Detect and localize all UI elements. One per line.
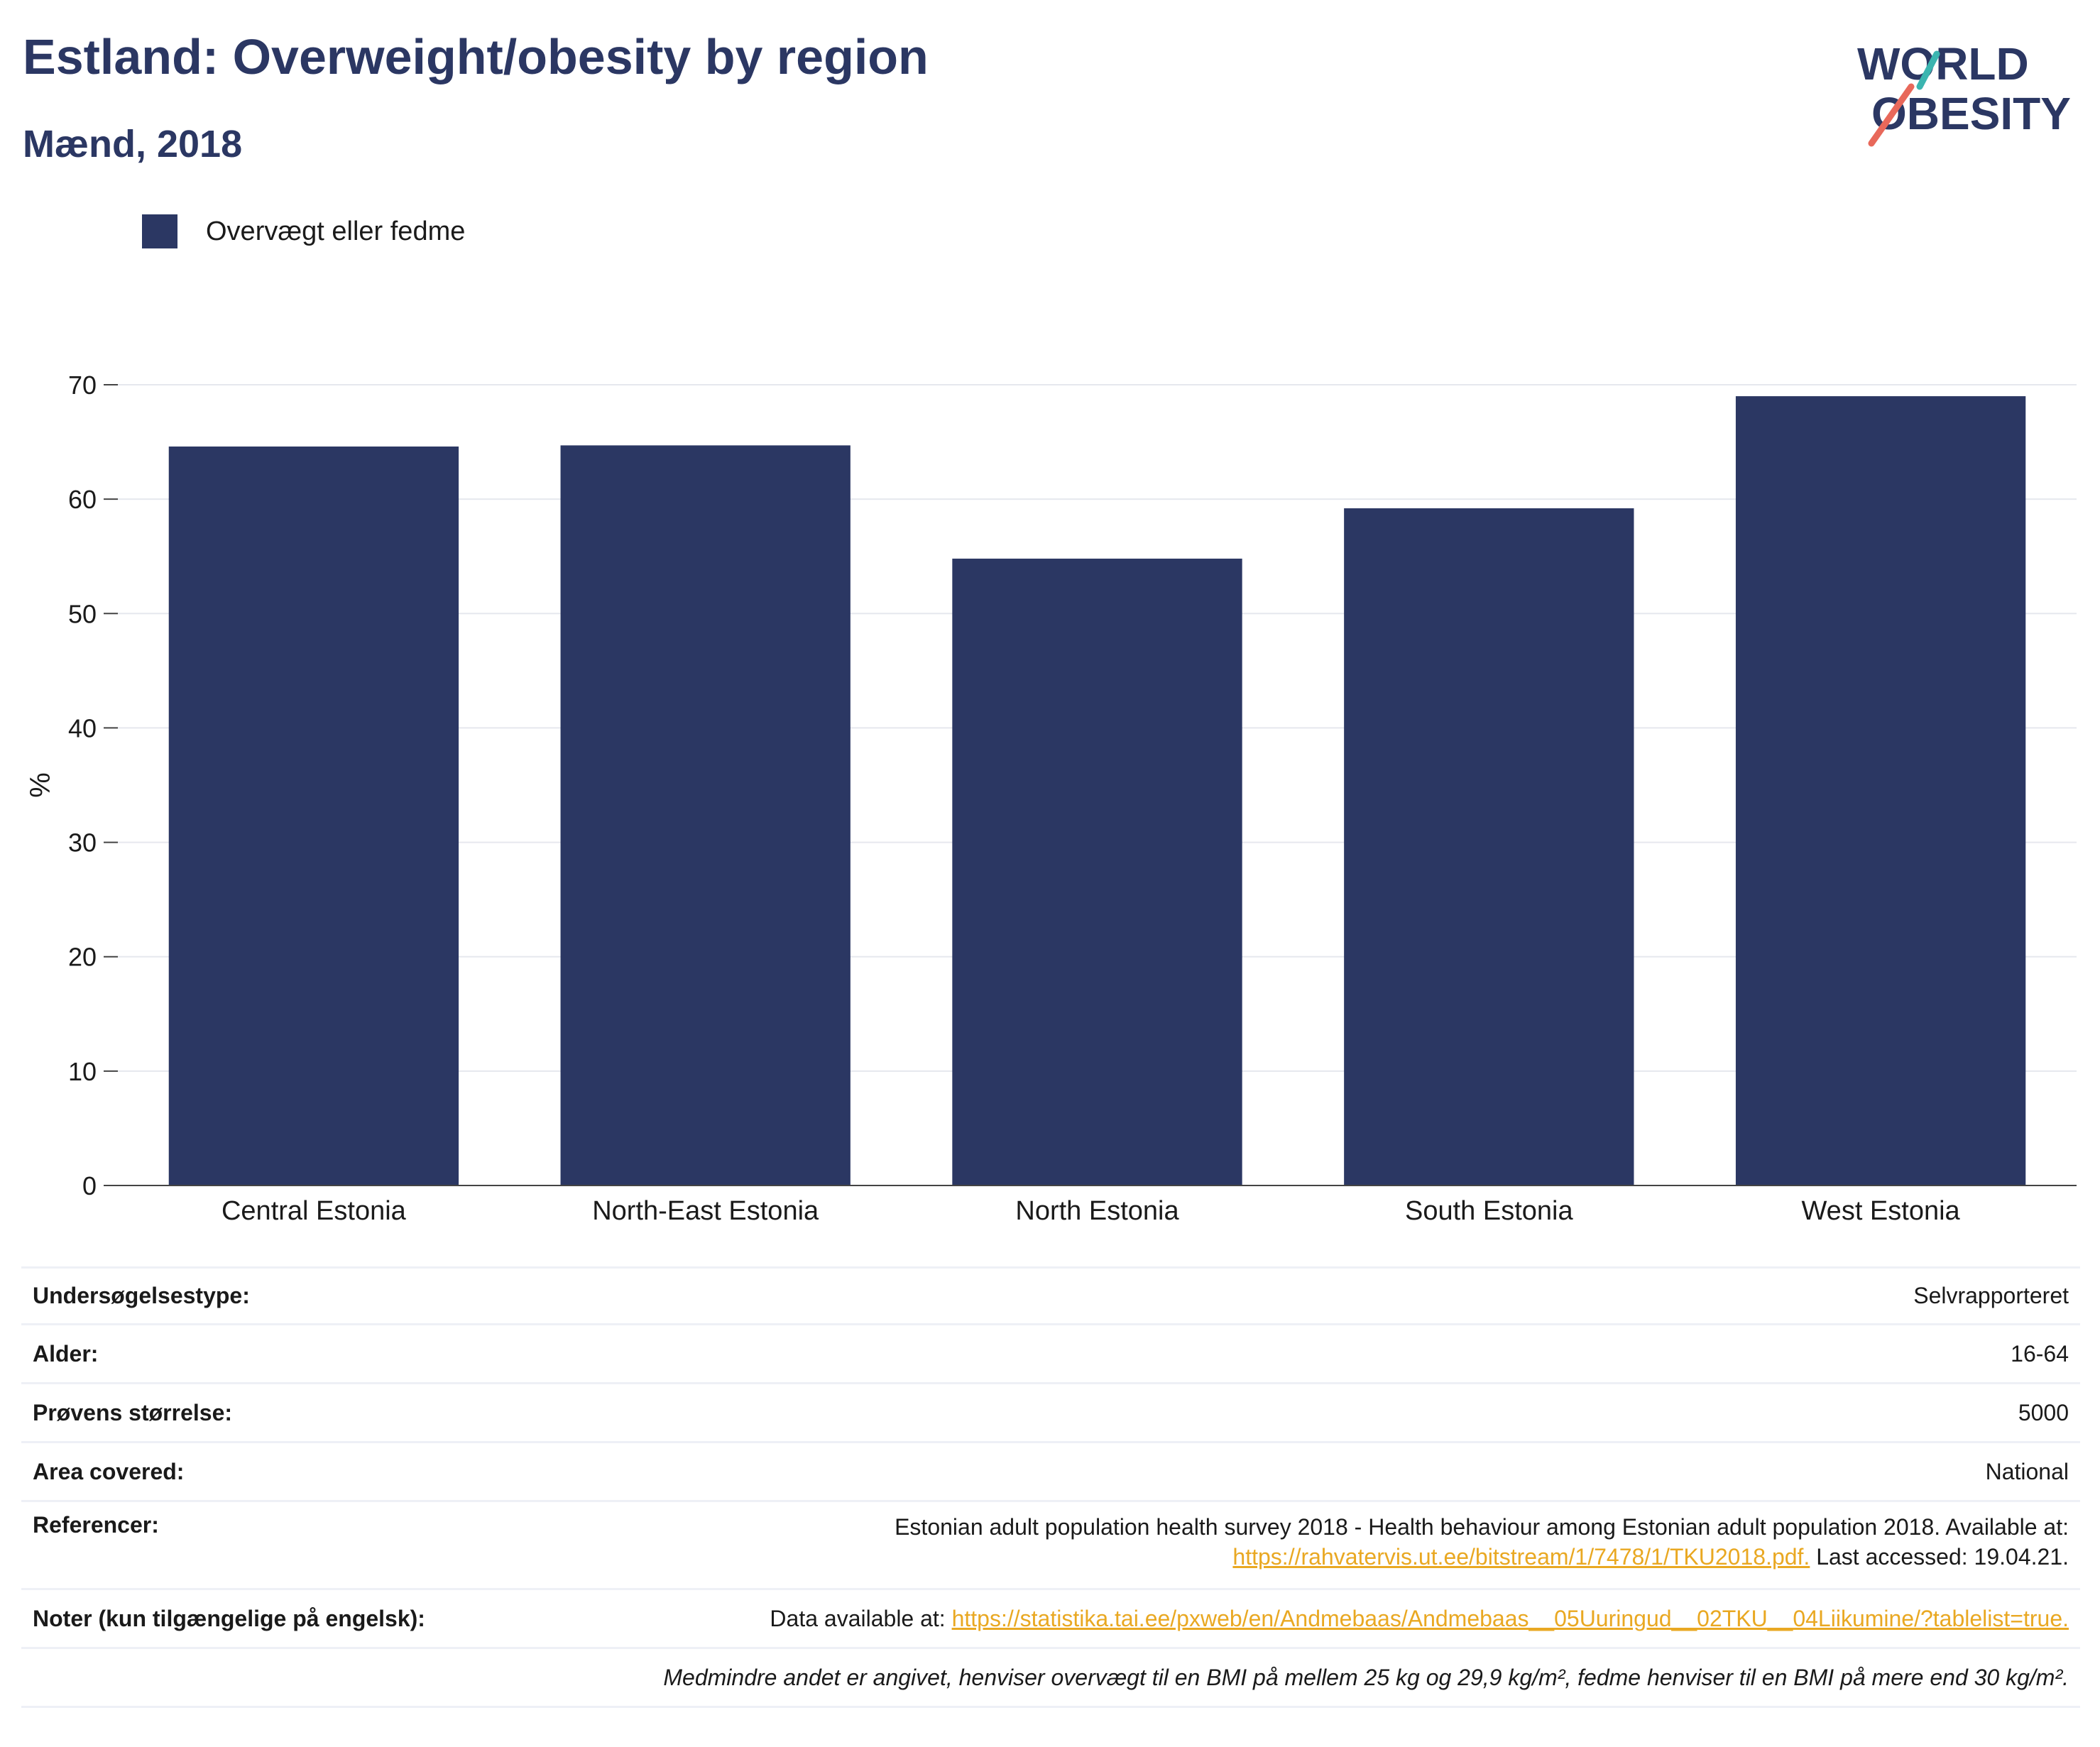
references-text: Estonian adult population health survey … (895, 1514, 2069, 1540)
y-tick-label: 30 (68, 828, 97, 858)
bar[interactable] (1344, 508, 1634, 1185)
survey-type-value: Selvrapporteret (1913, 1283, 2069, 1308)
references-value: Estonian adult population health survey … (895, 1512, 2069, 1572)
y-tick-label: 60 (68, 485, 97, 514)
info-row-references: Referencer: Estonian adult population he… (21, 1502, 2080, 1590)
bar[interactable] (1735, 396, 2026, 1185)
page-title: Estland: Overweight/obesity by region (23, 29, 929, 84)
y-tick-label: 70 (68, 371, 97, 400)
info-row-footnote: Medmindre andet er angivet, henviser ove… (21, 1649, 2080, 1708)
logo-line1: WORLD (1857, 38, 2029, 89)
info-row-sample: Prøvens størrelse: 5000 (21, 1384, 2080, 1443)
references-link[interactable]: https://rahvatervis.ut.ee/bitstream/1/74… (1232, 1544, 1810, 1570)
bars (168, 396, 2026, 1186)
age-value: 16-64 (2011, 1340, 2069, 1367)
area-label: Area covered: (33, 1458, 185, 1484)
footnote-text: Medmindre andet er angivet, henviser ove… (663, 1664, 2069, 1690)
legend-label: Overvægt eller fedme (206, 216, 466, 246)
sample-value: 5000 (2018, 1399, 2069, 1425)
legend[interactable]: Overvægt eller fedme (142, 213, 465, 250)
notes-text: Data available at: (770, 1605, 952, 1631)
info-table: Undersøgelsestype: Selvrapporteret Alder… (21, 1266, 2080, 1708)
y-tick-label: 10 (68, 1057, 97, 1086)
notes-value: Data available at: https://statistika.ta… (770, 1606, 2069, 1632)
world-obesity-logo: WORLD OBESITY (1857, 38, 2071, 147)
info-row-area: Area covered: National (21, 1443, 2080, 1502)
y-tick-label: 0 (82, 1171, 97, 1200)
y-tick-label: 20 (68, 943, 97, 972)
axes: 0 10 20 30 40 50 60 70 Central Estonia North-East… (25, 371, 2077, 1226)
area-value: National (1985, 1458, 2069, 1484)
page-subtitle: Mænd, 2018 (23, 123, 243, 165)
legend-swatch (142, 214, 177, 248)
x-tick-label: North-East Estonia (592, 1196, 819, 1226)
bar-chart: 0 10 20 30 40 50 60 70 Central Estonia North-East… (25, 371, 2077, 1226)
bar[interactable] (560, 445, 851, 1185)
logo-slash-coral (1868, 83, 1915, 147)
info-row-age: Alder: 16-64 (21, 1325, 2080, 1384)
bar[interactable] (168, 447, 459, 1186)
info-row-notes: Noter (kun tilgængelige på engelsk): Dat… (21, 1590, 2080, 1649)
age-label: Alder: (33, 1340, 99, 1367)
notes-label: Noter (kun tilgængelige på engelsk): (33, 1605, 425, 1631)
info-row-survey-type: Undersøgelsestype: Selvrapporteret (21, 1266, 2080, 1325)
x-tick-label: Central Estonia (222, 1196, 407, 1226)
bar[interactable] (952, 558, 1242, 1185)
references-label: Referencer: (33, 1512, 159, 1538)
x-tick-label: North Estonia (1015, 1196, 1179, 1226)
x-tick-label: West Estonia (1802, 1196, 1961, 1226)
notes-link[interactable]: https://statistika.tai.ee/pxweb/en/Andme… (951, 1605, 2069, 1631)
sample-label: Prøvens størrelse: (33, 1399, 233, 1425)
logo-slash-teal (1916, 50, 1940, 90)
y-axis-label: % (25, 772, 56, 798)
y-tick-label: 40 (68, 713, 97, 743)
x-tick-label: South Estonia (1405, 1196, 1573, 1226)
survey-type-label: Undersøgelsestype: (33, 1283, 250, 1308)
references-tail: Last accessed: 19.04.21. (1810, 1544, 2069, 1570)
y-tick-label: 50 (68, 599, 97, 628)
